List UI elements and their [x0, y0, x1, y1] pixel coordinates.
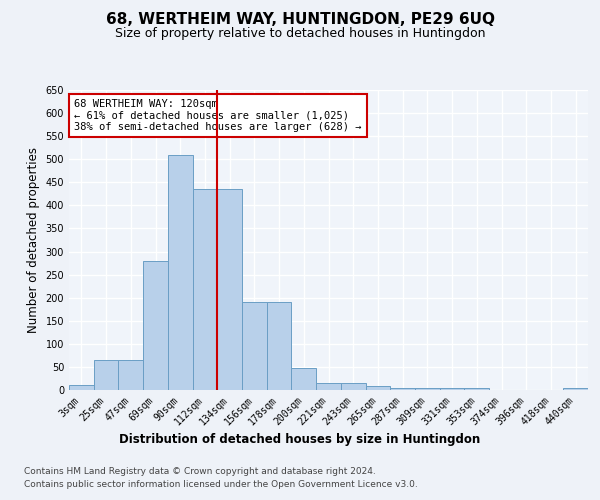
Bar: [69, 386, 94, 390]
Text: Contains public sector information licensed under the Open Government Licence v3: Contains public sector information licen…: [24, 480, 418, 489]
Bar: [118, 360, 143, 390]
Bar: [365, 386, 390, 390]
Bar: [341, 383, 365, 390]
Bar: [390, 388, 415, 390]
Bar: [316, 383, 341, 390]
Bar: [168, 154, 193, 390]
Bar: [193, 189, 217, 390]
Bar: [415, 388, 440, 390]
Text: 68 WERTHEIM WAY: 120sqm
← 61% of detached houses are smaller (1,025)
38% of semi: 68 WERTHEIM WAY: 120sqm ← 61% of detache…: [74, 99, 362, 132]
Text: Size of property relative to detached houses in Huntingdon: Size of property relative to detached ho…: [115, 28, 485, 40]
Bar: [440, 388, 464, 390]
Y-axis label: Number of detached properties: Number of detached properties: [27, 147, 40, 333]
Text: Distribution of detached houses by size in Huntingdon: Distribution of detached houses by size …: [119, 432, 481, 446]
Bar: [464, 388, 489, 390]
Bar: [563, 388, 588, 390]
Bar: [242, 302, 267, 390]
Bar: [267, 302, 292, 390]
Bar: [143, 261, 168, 390]
Text: 68, WERTHEIM WAY, HUNTINGDON, PE29 6UQ: 68, WERTHEIM WAY, HUNTINGDON, PE29 6UQ: [106, 12, 494, 28]
Text: Contains HM Land Registry data © Crown copyright and database right 2024.: Contains HM Land Registry data © Crown c…: [24, 468, 376, 476]
Bar: [217, 189, 242, 390]
Bar: [94, 360, 118, 390]
Bar: [292, 368, 316, 390]
